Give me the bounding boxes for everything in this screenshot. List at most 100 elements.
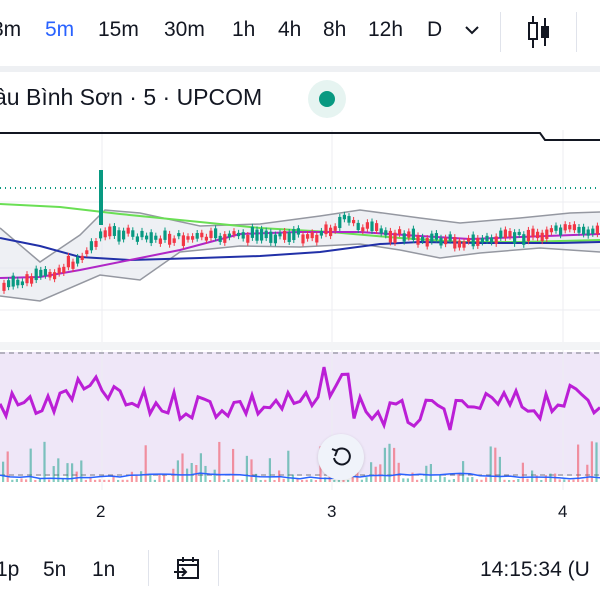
volume-bar: [586, 464, 589, 482]
volume-bar: [595, 442, 598, 482]
candle: [494, 236, 498, 244]
volume-bar: [255, 473, 258, 482]
candle: [577, 226, 581, 233]
candle: [89, 241, 93, 251]
toolbar-divider: [500, 12, 501, 52]
rsi-line: [0, 366, 600, 431]
interval-5m[interactable]: 5m: [45, 18, 75, 41]
volume-bar: [360, 479, 363, 482]
candle: [384, 230, 388, 236]
volume-bar: [411, 472, 414, 482]
range-5d[interactable]: 5n: [43, 558, 67, 581]
interval-15m[interactable]: 15m: [98, 18, 139, 41]
candle: [172, 238, 176, 243]
candle: [416, 235, 420, 245]
volume-bar: [268, 458, 271, 482]
interval-12h[interactable]: 12h: [368, 18, 404, 41]
volume-bar: [287, 450, 290, 482]
volume-bar: [117, 479, 120, 482]
candle: [209, 230, 213, 238]
volume-bar: [71, 463, 74, 482]
volume-bar: [485, 477, 488, 482]
volume-bar: [577, 444, 580, 482]
volume-bar: [462, 461, 465, 482]
volume-bar: [34, 480, 37, 482]
interval-4h[interactable]: 4h: [278, 18, 302, 41]
volume-bar: [232, 448, 235, 482]
volume-bar: [103, 479, 106, 482]
candle: [149, 232, 153, 244]
candle: [572, 224, 576, 231]
candle: [48, 271, 52, 278]
interval-d[interactable]: D: [427, 18, 443, 41]
volume-bar: [337, 479, 340, 482]
volume-bar: [416, 479, 419, 482]
volume-bar: [236, 479, 239, 482]
chevron-down-icon[interactable]: [462, 20, 482, 40]
volume-bar: [420, 478, 423, 482]
volume-bar: [135, 474, 138, 482]
volume-bar: [521, 462, 524, 482]
candle: [407, 231, 411, 238]
candle: [448, 234, 452, 241]
range-1m[interactable]: 1n: [92, 558, 116, 581]
volume-bar: [471, 476, 474, 482]
candle: [145, 235, 149, 240]
candle: [595, 225, 599, 235]
volume-bar: [503, 479, 506, 482]
interval-3m[interactable]: 3m: [0, 18, 22, 41]
candle: [347, 216, 351, 223]
candle: [421, 236, 425, 241]
candle: [34, 268, 38, 281]
time-axis-label: 3: [327, 502, 337, 521]
volume-moving-average: [0, 472, 600, 480]
candle: [112, 226, 116, 236]
volume-bar: [517, 479, 520, 482]
volume-bar: [227, 479, 230, 482]
interval-1h[interactable]: 1h: [232, 18, 256, 41]
pane-separator: [0, 342, 600, 350]
volume-bar: [434, 479, 437, 482]
volume-bar: [370, 462, 373, 482]
volume-bar: [531, 470, 534, 482]
volume-bar: [149, 474, 152, 482]
candle: [16, 279, 20, 286]
market-status-indicator[interactable]: [308, 80, 346, 118]
candle: [204, 236, 208, 241]
interval-30m[interactable]: 30m: [164, 18, 205, 41]
volume-bar: [181, 453, 184, 482]
candle: [375, 223, 379, 231]
volume-bar: [250, 459, 253, 482]
volume-bar: [199, 453, 202, 482]
candlestick-icon[interactable]: [525, 14, 553, 50]
symbol-legend[interactable]: âu Bình Sơn · 5 · UPCOM: [0, 84, 263, 110]
moving-average-navy: [0, 237, 600, 262]
candle: [554, 225, 558, 231]
candle: [306, 234, 310, 239]
volume-bar: [544, 475, 547, 482]
candle: [62, 266, 66, 273]
candle: [329, 227, 333, 237]
volume-bar: [406, 478, 409, 482]
candle: [370, 221, 374, 232]
volume-bar: [342, 479, 345, 482]
candle: [508, 231, 512, 237]
candle: [490, 237, 494, 243]
range-1d[interactable]: 1p: [0, 558, 20, 581]
interval-toolbar: 3m 5m 15m 30m 1h 4h 8h 12h D: [0, 0, 600, 66]
volume-bar: [429, 464, 432, 482]
reset-chart-button[interactable]: [318, 434, 364, 480]
volume-bar: [282, 478, 285, 482]
calendar-goto-icon[interactable]: [172, 554, 202, 584]
candle: [430, 233, 434, 242]
volume-bar: [581, 479, 584, 482]
interval-8h[interactable]: 8h: [323, 18, 347, 41]
candle: [200, 232, 204, 238]
candle: [457, 240, 461, 248]
volume-bar: [489, 446, 492, 482]
candle: [503, 229, 507, 239]
candle: [568, 225, 572, 230]
price-chart[interactable]: [0, 120, 600, 490]
volume-bar: [590, 441, 593, 482]
candle: [365, 222, 369, 229]
